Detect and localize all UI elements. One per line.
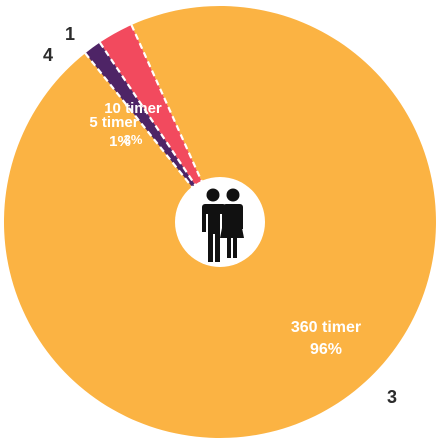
slice-percent-5-timer: 1% xyxy=(109,133,131,150)
slice-label-10-timer: 10 timer xyxy=(104,100,162,117)
pie-slice-1 xyxy=(99,24,220,223)
slice-percent-360-timer: 96% xyxy=(310,341,342,358)
pie-slice-4 xyxy=(85,42,221,223)
outer-marker-3: 3 xyxy=(387,387,397,407)
slice-percent-10-timer: 3% xyxy=(124,132,143,147)
couple-icon xyxy=(202,188,244,262)
slice-divider-2 xyxy=(130,24,222,223)
slice-divider-0 xyxy=(84,52,221,223)
slice-label-360-timer: 360 timer xyxy=(291,319,361,336)
outer-marker-4: 4 xyxy=(43,45,53,65)
outer-marker-1: 1 xyxy=(65,24,75,44)
slice-label-5-timer: 5 timer xyxy=(89,114,138,131)
